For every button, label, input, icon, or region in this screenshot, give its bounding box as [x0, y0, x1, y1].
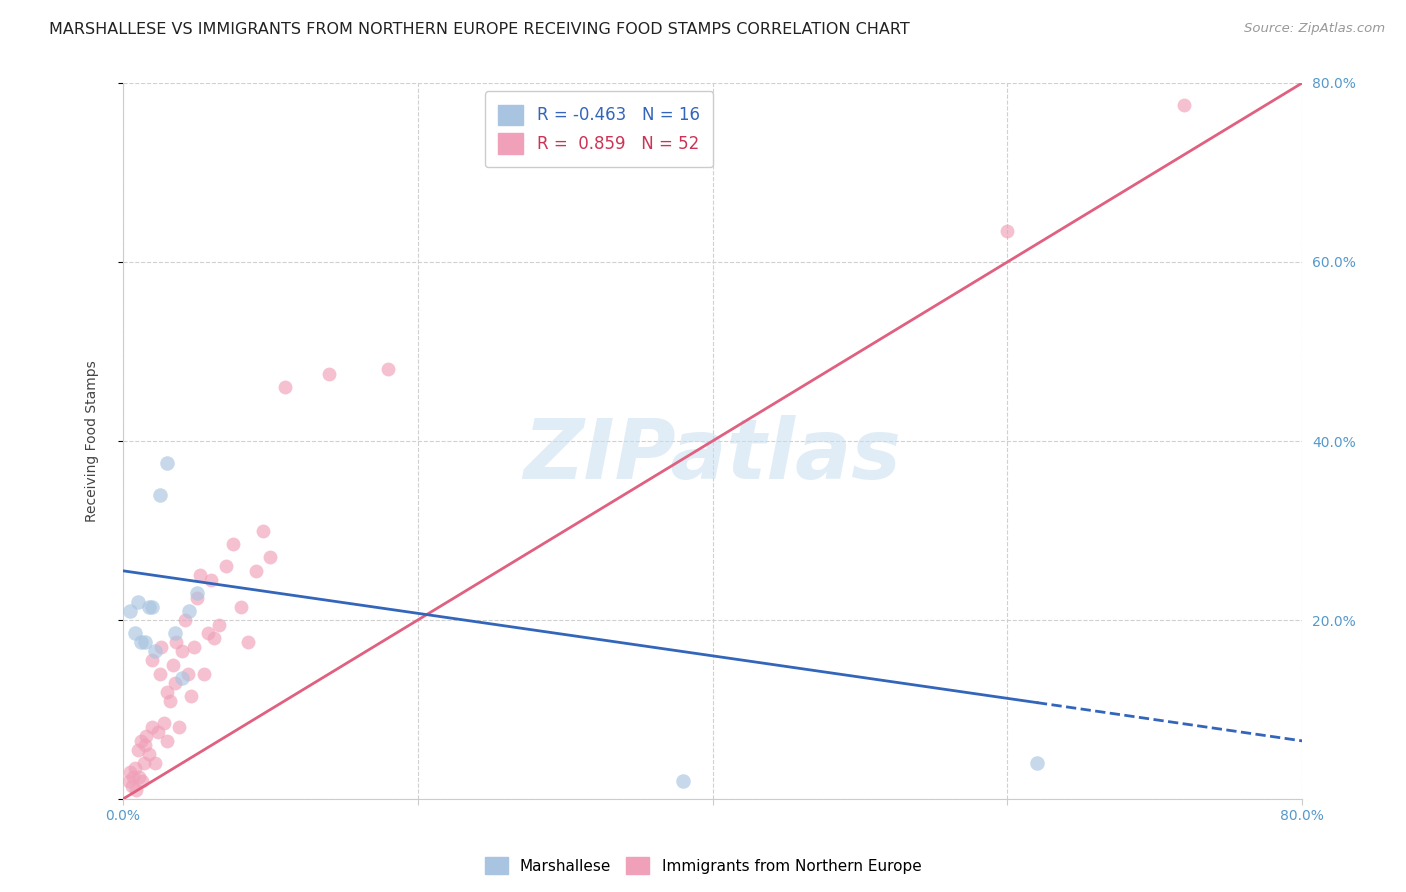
Point: [186, 586, 208, 600]
Point: [997, 224, 1019, 238]
Y-axis label: Receiving Food Stamps: Receiving Food Stamps: [86, 360, 100, 522]
Point: [141, 599, 163, 614]
Point: [183, 640, 205, 654]
Text: Source: ZipAtlas.com: Source: ZipAtlas.com: [1244, 22, 1385, 36]
Point: [177, 666, 200, 681]
Point: [162, 657, 184, 672]
Point: [173, 613, 195, 627]
Point: [1025, 756, 1047, 771]
Point: [143, 644, 166, 658]
Point: [150, 640, 173, 654]
Point: [118, 774, 141, 789]
Point: [122, 770, 145, 784]
Point: [148, 725, 170, 739]
Point: [252, 524, 274, 538]
Point: [1173, 98, 1195, 112]
Point: [193, 666, 215, 681]
Point: [156, 684, 179, 698]
Point: [120, 604, 142, 618]
Point: [672, 774, 695, 789]
Point: [245, 564, 267, 578]
Point: [120, 765, 142, 780]
Point: [167, 721, 190, 735]
Point: [202, 631, 225, 645]
Point: [124, 626, 146, 640]
Point: [141, 653, 163, 667]
Point: [127, 595, 149, 609]
Point: [121, 779, 143, 793]
Point: [149, 488, 172, 502]
Point: [135, 730, 157, 744]
Point: [179, 604, 201, 618]
Point: [127, 743, 149, 757]
Point: [131, 774, 153, 789]
Point: [129, 635, 152, 649]
Point: [149, 666, 172, 681]
Point: [188, 568, 211, 582]
Point: [180, 689, 202, 703]
Point: [163, 675, 186, 690]
Point: [156, 734, 179, 748]
Point: [132, 756, 155, 771]
Point: [215, 559, 238, 574]
Point: [208, 617, 231, 632]
Point: [238, 635, 260, 649]
Point: [229, 599, 252, 614]
Point: [377, 362, 399, 376]
Point: [153, 716, 176, 731]
Point: [138, 747, 160, 762]
Point: [159, 693, 181, 707]
Point: [165, 635, 187, 649]
Text: MARSHALLESE VS IMMIGRANTS FROM NORTHERN EUROPE RECEIVING FOOD STAMPS CORRELATION: MARSHALLESE VS IMMIGRANTS FROM NORTHERN …: [49, 22, 910, 37]
Point: [156, 456, 179, 470]
Point: [143, 756, 166, 771]
Point: [138, 599, 160, 614]
Point: [134, 635, 156, 649]
Point: [259, 550, 281, 565]
Point: [274, 380, 297, 394]
Point: [318, 367, 340, 381]
Point: [222, 537, 245, 551]
Text: ZIPatlas: ZIPatlas: [523, 415, 901, 496]
Point: [134, 739, 156, 753]
Point: [170, 671, 193, 685]
Point: [124, 761, 146, 775]
Legend: R = -0.463   N = 16, R =  0.859   N = 52: R = -0.463 N = 16, R = 0.859 N = 52: [485, 91, 713, 167]
Point: [125, 783, 148, 797]
Point: [170, 644, 193, 658]
Legend: Marshallese, Immigrants from Northern Europe: Marshallese, Immigrants from Northern Eu…: [478, 851, 928, 880]
Point: [128, 770, 150, 784]
Point: [200, 573, 222, 587]
Point: [129, 734, 152, 748]
Point: [163, 626, 186, 640]
Point: [141, 721, 163, 735]
Point: [186, 591, 208, 605]
Point: [197, 626, 219, 640]
